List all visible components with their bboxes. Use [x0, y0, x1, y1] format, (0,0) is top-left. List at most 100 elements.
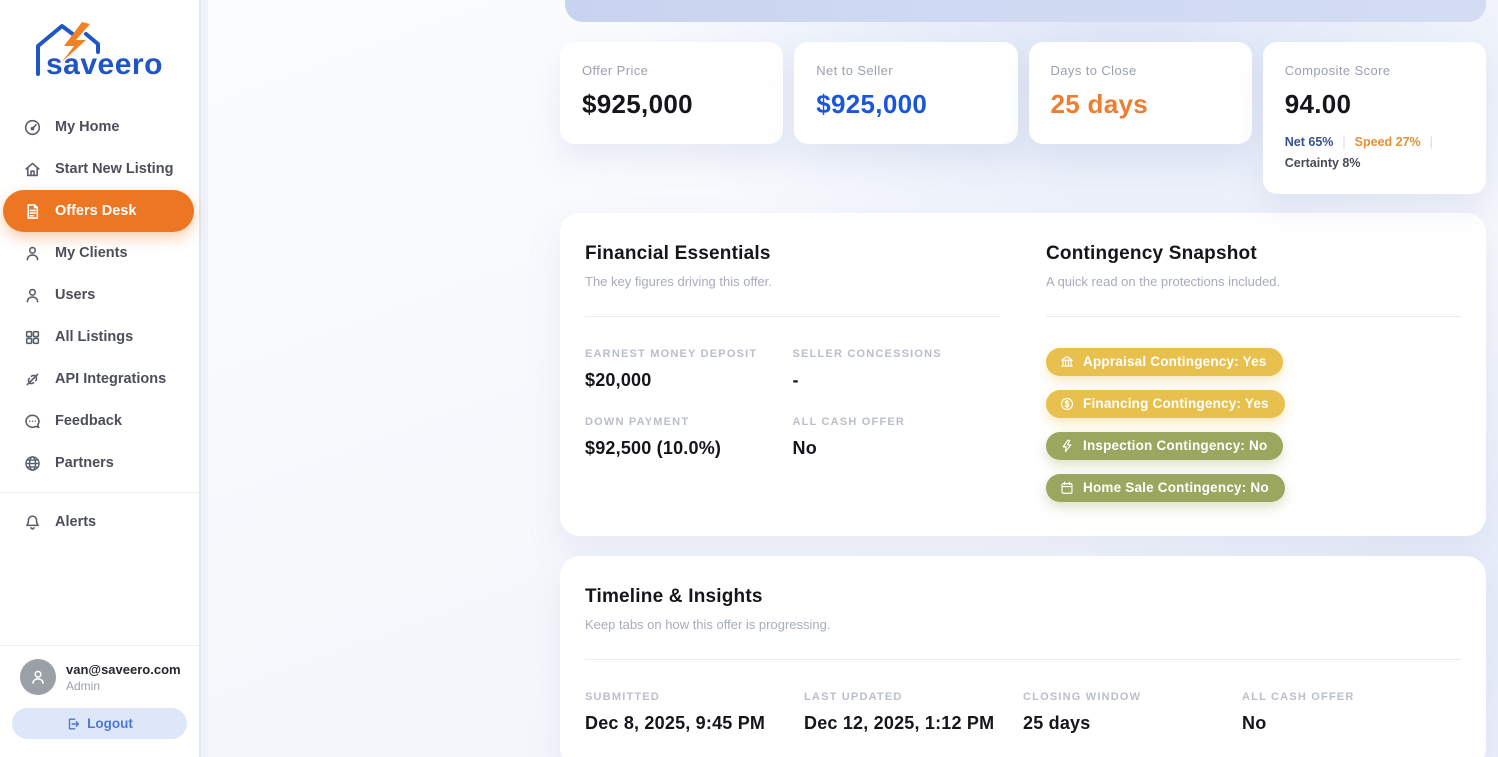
- person-icon: [26, 246, 39, 260]
- sidebar-item-my-home[interactable]: My Home: [0, 106, 199, 148]
- sidebar-item-offers-desk[interactable]: Offers Desk: [3, 190, 194, 232]
- bell-icon: [26, 514, 39, 530]
- home-icon: [25, 162, 40, 176]
- timeline-insights-card: Timeline & Insights Keep tabs on how thi…: [560, 556, 1486, 757]
- brand-wordmark: saveero: [46, 48, 163, 80]
- financial-contingency-card: Financial Essentials The key figures dri…: [560, 213, 1486, 536]
- financing-contingency-badge: Financing Contingency: Yes: [1046, 390, 1285, 418]
- sidebar-item-partners[interactable]: Partners: [0, 442, 199, 484]
- sidebar-item-all-listings[interactable]: All Listings: [0, 316, 199, 358]
- financial-essentials-section: Financial Essentials The key figures dri…: [585, 243, 1000, 502]
- field-value: $92,500 (10.0%): [585, 438, 722, 458]
- field-earnest-money-deposit: EARNEST MONEY DEPOSIT $20,000: [585, 348, 793, 391]
- logout-label: Logout: [87, 716, 133, 731]
- field-all-cash-offer: ALL CASH OFFER No: [1242, 691, 1461, 734]
- sidebar-item-label: Partners: [55, 455, 114, 471]
- stat-label: Days to Close: [1050, 63, 1137, 78]
- stat-label: Offer Price: [582, 63, 649, 78]
- avatar: [20, 659, 56, 695]
- section-title: Contingency Snapshot: [1046, 243, 1257, 264]
- field-all-cash-offer: ALL CASH OFFER No: [793, 416, 1001, 459]
- section-title: Financial Essentials: [585, 243, 771, 264]
- field-label: SUBMITTED: [585, 691, 660, 703]
- section-subtitle: A quick read on the protections included…: [1046, 274, 1281, 289]
- sidebar-item-alerts[interactable]: Alerts: [0, 501, 199, 543]
- field-value: No: [792, 438, 817, 458]
- main-content: Offer Price $925,000 Net to Seller $925,…: [208, 0, 1498, 757]
- section-subtitle: Keep tabs on how this offer is progressi…: [585, 617, 831, 632]
- sidebar-gutter: [201, 0, 208, 757]
- grid-icon: [25, 330, 40, 344]
- sidebar-user-panel: van@saveero.com Admin Logout: [0, 645, 199, 757]
- person-icon: [32, 670, 44, 684]
- field-value: Dec 12, 2025, 1:12 PM: [804, 713, 995, 733]
- bank-icon: [1061, 355, 1073, 367]
- field-closing-window: CLOSING WINDOW 25 days: [1023, 691, 1242, 734]
- calendar-icon: [1061, 481, 1073, 494]
- sidebar-item-label: Offers Desk: [55, 203, 137, 219]
- sidebar-divider: [0, 492, 199, 493]
- field-value: Dec 8, 2025, 9:45 PM: [585, 713, 766, 733]
- zap-icon: [1062, 439, 1072, 452]
- saveero-logo-icon: saveero: [36, 22, 163, 80]
- stat-label: Net to Seller: [816, 63, 893, 78]
- stat-card-offer-price: Offer Price $925,000: [560, 42, 784, 144]
- sidebar-item-feedback[interactable]: Feedback: [0, 400, 199, 442]
- separator: |: [1429, 135, 1433, 149]
- document-icon: [27, 203, 39, 219]
- logout-icon: [68, 717, 80, 730]
- score-speed: Speed 27%: [1354, 135, 1421, 149]
- sidebar-item-label: My Clients: [55, 245, 128, 261]
- sidebar-item-start-new-listing[interactable]: Start New Listing: [0, 148, 199, 190]
- stat-value: $925,000: [816, 89, 928, 119]
- badge-label: Financing Contingency: Yes: [1083, 396, 1269, 411]
- field-value: -: [792, 370, 799, 390]
- sidebar-item-label: Start New Listing: [55, 161, 174, 177]
- header-banner: [565, 0, 1486, 22]
- brand-logo: saveero: [0, 0, 199, 106]
- plug-icon: [26, 373, 39, 385]
- field-label: SELLER CONCESSIONS: [792, 348, 942, 360]
- field-label: ALL CASH OFFER: [1242, 691, 1355, 703]
- stat-cards-row: Offer Price $925,000 Net to Seller $925,…: [560, 42, 1486, 194]
- badge-label: Inspection Contingency: No: [1083, 438, 1268, 453]
- field-label: EARNEST MONEY DEPOSIT: [585, 348, 758, 360]
- field-label: ALL CASH OFFER: [792, 416, 906, 428]
- gauge-icon: [24, 119, 41, 135]
- sidebar-item-users[interactable]: Users: [0, 274, 199, 316]
- sidebar-item-api-integrations[interactable]: API Integrations: [0, 358, 199, 400]
- dollar-circle-icon: [1060, 397, 1074, 410]
- field-value: 25 days: [1023, 713, 1091, 733]
- field-submitted: SUBMITTED Dec 8, 2025, 9:45 PM: [585, 691, 804, 734]
- separator: |: [1342, 135, 1346, 149]
- stat-label: Composite Score: [1284, 63, 1391, 78]
- score-net: Net 65%: [1284, 135, 1334, 149]
- field-label: DOWN PAYMENT: [585, 416, 690, 428]
- divider: [585, 659, 1461, 660]
- sidebar-item-label: Feedback: [55, 413, 122, 429]
- home-sale-contingency-badge: Home Sale Contingency: No: [1046, 474, 1285, 502]
- field-seller-concessions: SELLER CONCESSIONS -: [793, 348, 1001, 391]
- contingency-snapshot-section: Contingency Snapshot A quick read on the…: [1046, 243, 1461, 502]
- field-last-updated: LAST UPDATED Dec 12, 2025, 1:12 PM: [804, 691, 1023, 734]
- sidebar-nav: My Home Start New Listing Offers Desk My…: [0, 106, 199, 543]
- badge-label: Appraisal Contingency: Yes: [1083, 354, 1267, 369]
- stat-card-net-to-seller: Net to Seller $925,000: [794, 42, 1018, 144]
- field-value: No: [1242, 713, 1267, 733]
- score-breakdown: Net 65% | Speed 27% | Certainty 8%: [1285, 135, 1464, 170]
- field-value: $20,000: [585, 370, 652, 390]
- section-subtitle: The key figures driving this offer.: [585, 274, 772, 289]
- appraisal-contingency-badge: Appraisal Contingency: Yes: [1046, 348, 1283, 376]
- person-icon: [26, 288, 39, 302]
- sidebar-item-label: My Home: [55, 119, 120, 135]
- lightning-bolt-icon: [62, 22, 90, 62]
- stat-value: 25 days: [1050, 89, 1149, 119]
- field-down-payment: DOWN PAYMENT $92,500 (10.0%): [585, 416, 793, 459]
- divider: [585, 316, 1000, 317]
- sidebar-item-label: All Listings: [55, 329, 134, 345]
- stat-card-composite-score: Composite Score 94.00 Net 65% | Speed 27…: [1262, 42, 1486, 194]
- logout-button[interactable]: Logout: [12, 708, 187, 739]
- badge-label: Home Sale Contingency: No: [1083, 480, 1269, 495]
- sidebar-item-my-clients[interactable]: My Clients: [0, 232, 199, 274]
